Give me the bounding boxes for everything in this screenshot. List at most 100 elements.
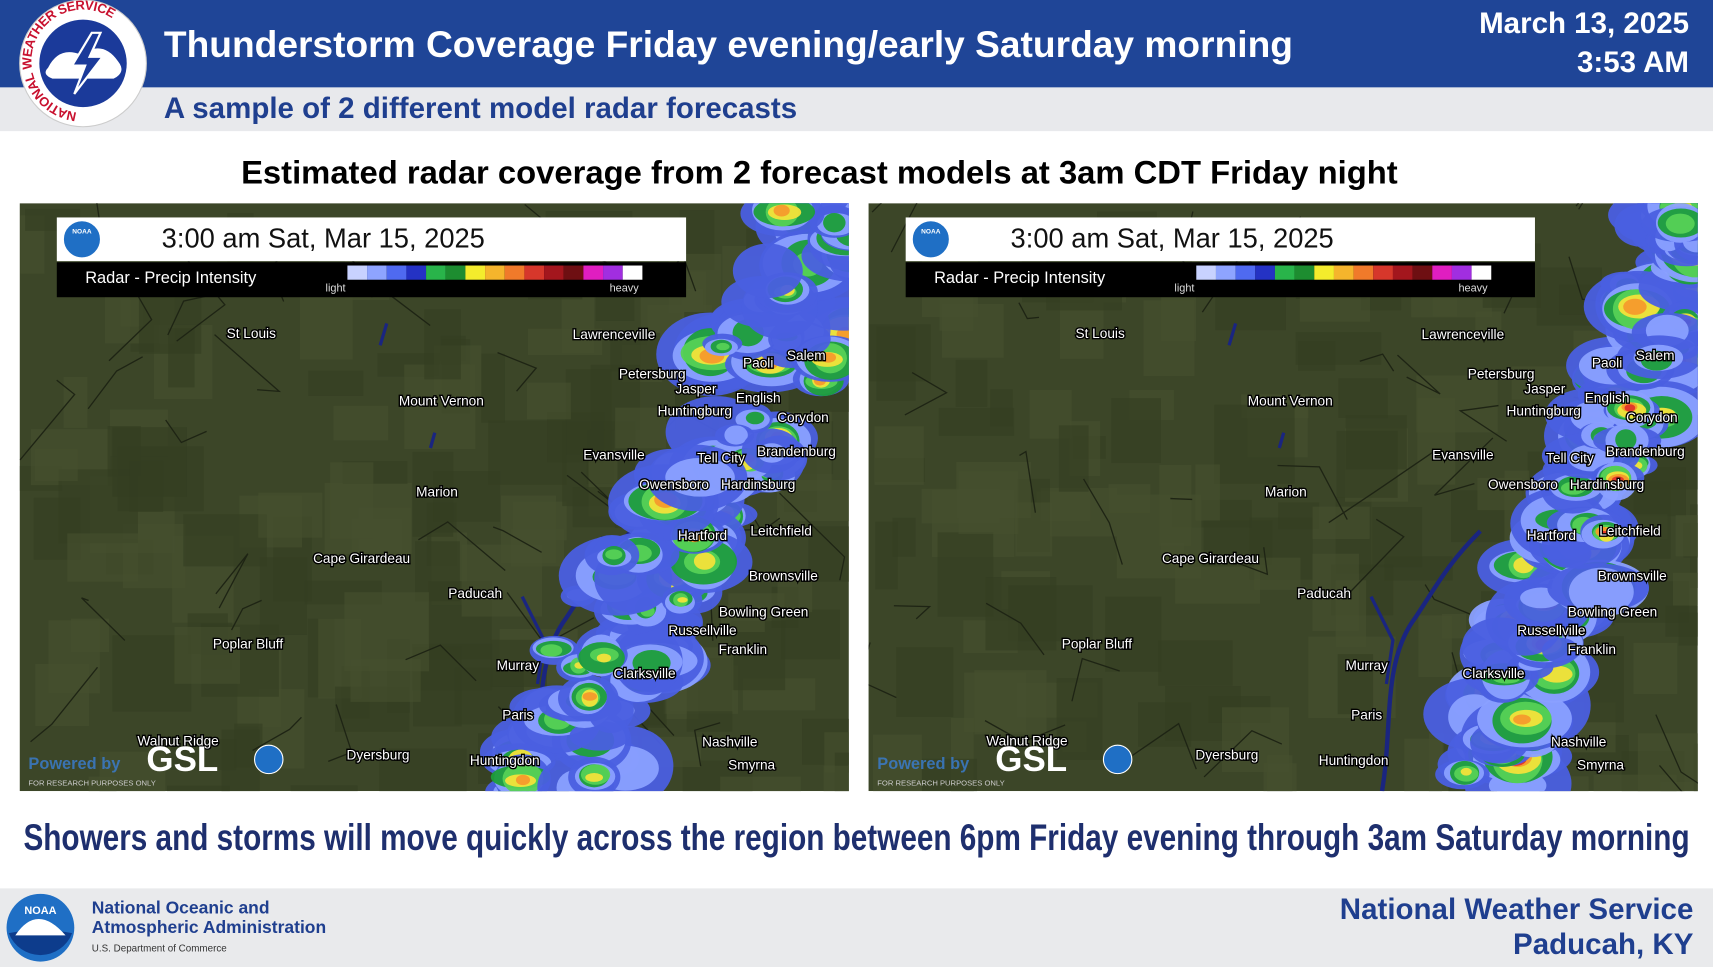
timestamp-box [905,217,1535,262]
county-line [893,605,932,620]
radar-map: St Louis Lawrenceville Paoli Salem Petersbur… [19,203,849,792]
terrain-patch [1267,755,1293,792]
terrain-patch [129,460,164,512]
precip-echo [1599,530,1609,538]
legend-swatch [465,265,486,280]
county-line [230,599,262,631]
legend-swatch [445,265,466,280]
county-line [405,644,477,682]
city-label: Leitchfield [1599,524,1660,539]
precip-echo [773,204,790,217]
terrain-patch [956,461,1031,519]
city-label: Petersburg [619,366,686,381]
legend-swatch [563,265,584,280]
county-line [81,597,126,641]
city-label: Petersburg [1468,366,1535,381]
city-label: Bowling Green [719,605,808,620]
terrain-patch [433,471,501,522]
legend-swatch [347,265,368,280]
county-line [1328,448,1438,524]
city-label: Cape Girardeau [313,551,410,566]
office-line: National Weather Service [1339,892,1694,926]
terrain-patch [1336,430,1398,498]
terrain-patch [1633,642,1678,694]
city-label: Dyersburg [347,748,410,763]
precip-echo [1568,444,1615,472]
terrain-patch [1116,494,1202,579]
terrain-patch [461,544,543,617]
legend-high: heavy [610,282,640,294]
city-label: Cape Girardeau [1162,551,1259,566]
county-line [418,521,506,572]
precip-echo [596,653,612,663]
terrain-patch [414,541,460,602]
timestamp-box [56,217,687,262]
city-label: Salem [1636,348,1675,363]
city-label: Russellville [668,623,736,638]
terrain-patch [720,776,801,792]
city-label: Poplar Bluff [1062,636,1132,651]
gsl-brand: GSL [995,740,1067,779]
terrain-patch [333,405,389,441]
terrain-patch [1143,300,1195,377]
city-label: Jasper [1524,382,1565,397]
terrain-patch [873,734,922,792]
legend-high: heavy [1458,282,1488,294]
county-line [165,419,207,444]
office-line: Paducah, KY [1513,927,1694,961]
terrain-patch [330,462,374,539]
river [1379,529,1482,792]
legend-swatch [1373,265,1393,280]
terrain-patch [1056,677,1103,760]
city-label: Jasper [675,382,716,397]
gsl-brand: GSL [146,740,218,779]
county-line [1018,302,1040,320]
city-label: Marion [416,484,458,499]
department: U.S. Department of Commerce [91,943,227,954]
legend-swatch [1392,265,1413,280]
precip-echo [1611,476,1624,483]
precip-echo [585,773,604,782]
terrain-patch [34,449,78,481]
terrain-patch [1338,378,1388,419]
county-line [497,351,538,392]
county-line [108,286,153,362]
terrain-patch [896,647,954,717]
precip-echo [745,411,765,425]
terrain-patch [258,492,323,538]
agency-line: Atmospheric Administration [91,918,327,938]
county-line [868,642,897,699]
precip-echo [540,644,563,657]
county-line [1019,450,1037,513]
terrain-patch [1312,506,1370,539]
city-label: Nashville [702,735,757,750]
precip-echo [665,457,735,497]
precip-echo [1460,767,1472,776]
terrain-patch [1254,557,1301,590]
terrain-patch [1337,654,1374,715]
terrain-patch [1214,404,1295,484]
header-band [0,0,1713,88]
city-label: Corydon [1626,410,1678,425]
nws-logo: NATIONAL WEATHER SERVICE [19,0,147,128]
county-line [87,356,143,410]
title: Thunderstorm Coverage Friday evening/ear… [163,24,1293,66]
city-label: Brownsville [1598,569,1667,584]
terrain-patch [875,521,898,590]
legend-swatch [386,265,407,280]
legend-low: light [1174,282,1194,294]
terrain-patch [1675,515,1698,557]
disclaimer: FOR RESEARCH PURPOSES ONLY [877,778,1004,787]
terrain-patch [1678,612,1698,646]
legend-swatch [1274,265,1295,280]
city-label: Paris [502,707,533,722]
city-label: Owensboro [639,477,709,492]
city-label: Clarksville [1462,666,1524,681]
city-label: Tell City [697,451,745,466]
terrain-patch [937,532,994,617]
terrain-patch [67,533,139,582]
city-label: Franklin [1568,642,1617,657]
city-label: Russellville [1517,623,1585,638]
city-label: Paducah [1297,586,1351,601]
terrain-patch [876,326,916,401]
